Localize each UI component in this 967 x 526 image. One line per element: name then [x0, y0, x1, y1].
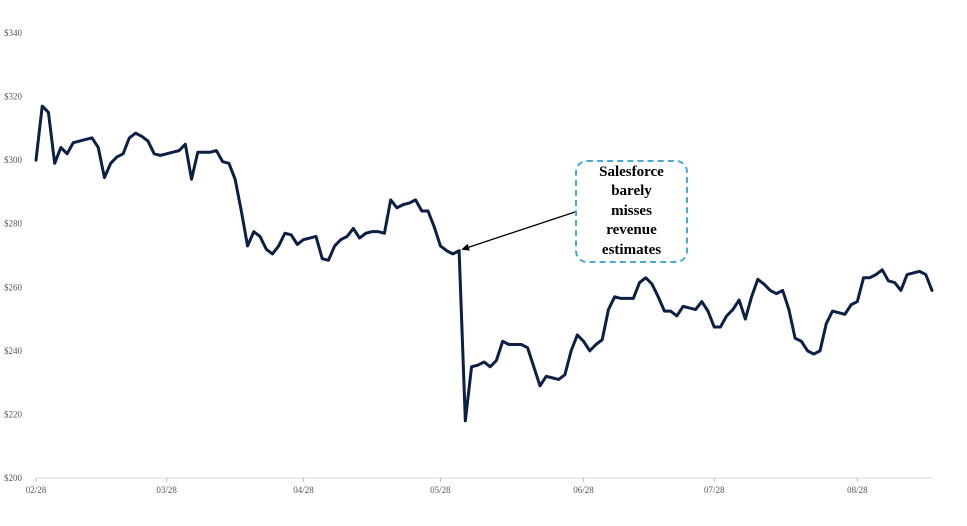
x-tick-label: 05/28: [430, 485, 451, 495]
y-tick-label: $320: [4, 92, 23, 102]
annotation-callout: Salesforce barely misses revenue estimat…: [575, 160, 688, 263]
y-axis: $200 $220 $240 $260 $280 $300 $320 $340: [4, 28, 23, 483]
y-tick-label: $340: [4, 28, 23, 38]
y-tick-label: $260: [4, 282, 23, 292]
x-tick-label: 08/28: [847, 485, 868, 495]
y-tick-label: $280: [4, 219, 23, 229]
y-tick-label: $240: [4, 346, 23, 356]
annotation-text: Salesforce barely misses revenue estimat…: [599, 163, 664, 258]
price-line: [34, 104, 934, 423]
y-tick-label: $300: [4, 155, 23, 165]
x-axis: 02/28 03/28 04/28 05/28 06/28 07/28 08/28: [26, 477, 932, 495]
x-tick-label: 06/28: [573, 485, 594, 495]
y-tick-label: $200: [4, 473, 23, 483]
annotation-arrow-line: [468, 211, 576, 248]
y-tick-label: $220: [4, 409, 23, 419]
annotation-arrow-head: [461, 243, 470, 251]
x-tick-label: 03/28: [156, 485, 177, 495]
x-tick-label: 04/28: [293, 485, 314, 495]
x-tick-label: 02/28: [26, 485, 47, 495]
x-tick-label: 07/28: [704, 485, 725, 495]
annotation-arrow: [461, 211, 576, 251]
